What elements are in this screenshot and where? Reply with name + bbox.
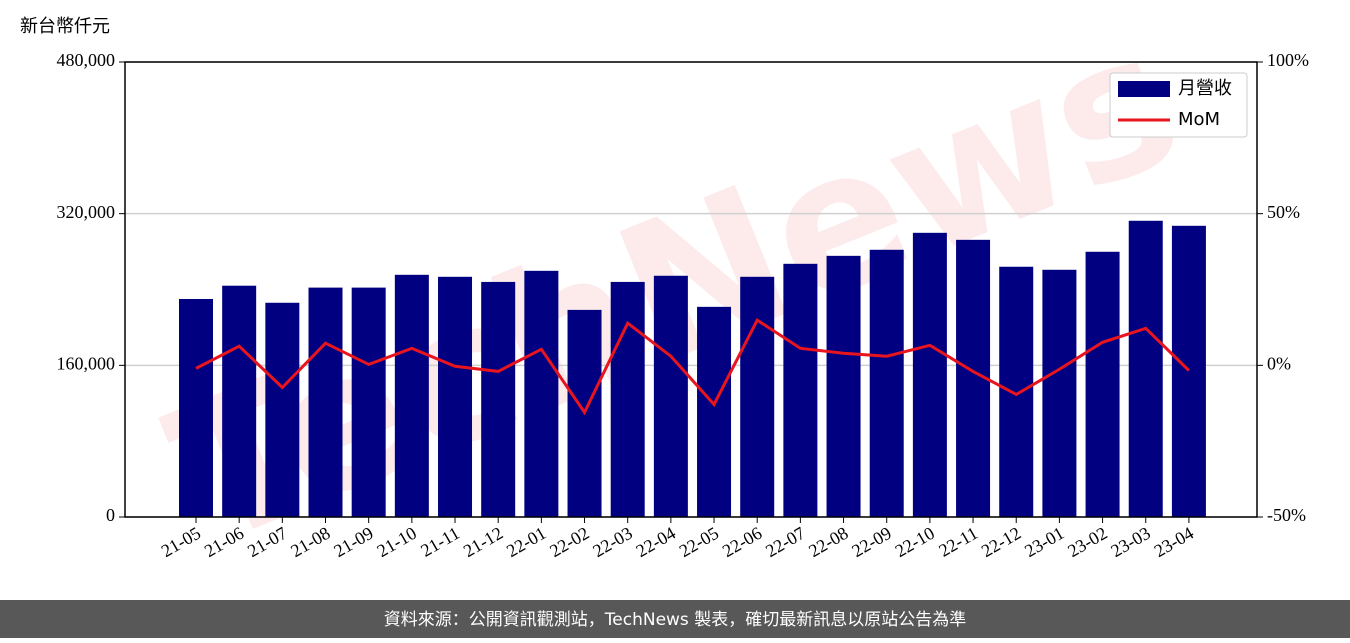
legend-swatch bbox=[1118, 81, 1170, 97]
x-tick-label: 22-07 bbox=[762, 523, 808, 561]
x-tick-label: 23-01 bbox=[1021, 523, 1067, 561]
x-tick-label: 22-04 bbox=[633, 523, 679, 561]
y-tick-label: 480,000 bbox=[57, 50, 116, 70]
y2-tick-label: 50% bbox=[1267, 202, 1300, 222]
bar bbox=[1042, 269, 1077, 517]
bar bbox=[1171, 225, 1206, 518]
bar bbox=[826, 255, 861, 518]
bar bbox=[265, 302, 300, 517]
x-tick-label: 22-02 bbox=[546, 523, 592, 561]
bar bbox=[912, 232, 947, 518]
legend-label: MoM bbox=[1178, 109, 1220, 130]
x-tick-label: 21-10 bbox=[374, 523, 420, 561]
bar bbox=[869, 249, 904, 517]
x-tick-label: 21-05 bbox=[158, 523, 204, 561]
bar bbox=[481, 281, 516, 517]
x-tick-label: 22-05 bbox=[676, 523, 722, 561]
bar bbox=[524, 270, 559, 517]
bar bbox=[438, 276, 473, 517]
bar bbox=[222, 285, 257, 517]
bar bbox=[783, 263, 818, 517]
bar bbox=[740, 276, 775, 517]
bar bbox=[610, 281, 645, 517]
x-tick-label: 23-04 bbox=[1151, 523, 1197, 561]
bar bbox=[1085, 251, 1120, 517]
bar bbox=[653, 275, 688, 517]
bar bbox=[999, 266, 1034, 517]
bar bbox=[697, 306, 732, 517]
line bbox=[195, 317, 1190, 416]
x-tick-label: 22-09 bbox=[848, 523, 894, 561]
x-tick-label: 22-10 bbox=[892, 523, 938, 561]
x-tick-label: 21-11 bbox=[417, 523, 463, 561]
x-tick-label: 22-08 bbox=[805, 523, 851, 561]
plot-frame bbox=[124, 61, 1258, 518]
x-tick-label: 22-03 bbox=[589, 523, 635, 561]
footer: 資料來源：公開資訊觀測站，TechNews 製表，確切最新訊息以原站公告為準 bbox=[384, 610, 966, 630]
y-tick-label: 160,000 bbox=[57, 353, 116, 373]
y2-tick-label: 100% bbox=[1267, 50, 1309, 70]
x-tick-label: 22-01 bbox=[503, 523, 549, 561]
x-tick-label: 23-03 bbox=[1107, 523, 1153, 561]
x-tick-label: 23-02 bbox=[1064, 523, 1110, 561]
bar bbox=[394, 274, 429, 517]
y-tick-label: 320,000 bbox=[57, 202, 116, 222]
y-unit: 新台幣仟元 bbox=[20, 16, 110, 37]
y2-tick-label: 0% bbox=[1267, 353, 1291, 373]
y2-tick-label: -50% bbox=[1267, 505, 1306, 525]
x-tick-label: 22-11 bbox=[935, 523, 981, 561]
bar bbox=[1128, 220, 1163, 517]
x-tick-label: 22-06 bbox=[719, 523, 765, 561]
bar bbox=[351, 287, 386, 517]
legend-label: 月營收 bbox=[1178, 78, 1232, 99]
x-tick-label: 22-12 bbox=[978, 523, 1024, 561]
footer-bar bbox=[0, 600, 1350, 638]
x-tick-label: 21-12 bbox=[460, 523, 506, 561]
y-tick-label: 0 bbox=[106, 505, 115, 525]
bar bbox=[308, 287, 343, 517]
bar bbox=[179, 298, 213, 517]
